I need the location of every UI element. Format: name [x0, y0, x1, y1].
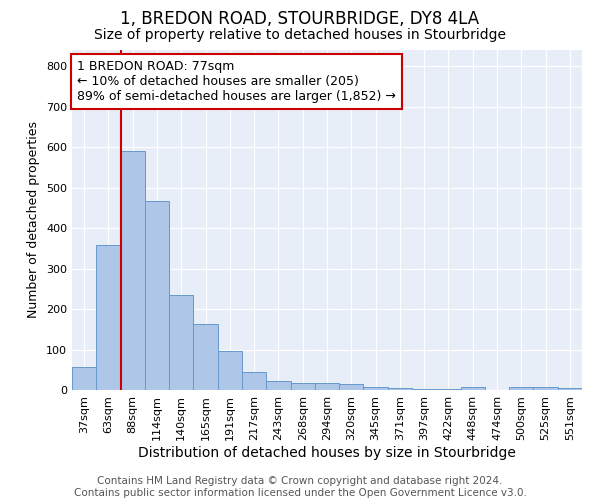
Bar: [266, 381, 290, 390]
Text: Size of property relative to detached houses in Stourbridge: Size of property relative to detached ho…: [94, 28, 506, 42]
Bar: [533, 387, 558, 390]
Text: 1, BREDON ROAD, STOURBRIDGE, DY8 4LA: 1, BREDON ROAD, STOURBRIDGE, DY8 4LA: [121, 10, 479, 28]
Bar: [412, 389, 436, 390]
Bar: [436, 389, 461, 390]
Bar: [121, 151, 145, 390]
Bar: [96, 246, 121, 390]
Bar: [388, 388, 412, 390]
Bar: [193, 324, 218, 390]
Bar: [364, 387, 388, 390]
Bar: [558, 388, 582, 390]
Text: 1 BREDON ROAD: 77sqm
← 10% of detached houses are smaller (205)
89% of semi-deta: 1 BREDON ROAD: 77sqm ← 10% of detached h…: [77, 60, 396, 103]
Bar: [218, 350, 242, 390]
Y-axis label: Number of detached properties: Number of detached properties: [28, 122, 40, 318]
Bar: [290, 382, 315, 390]
Bar: [509, 387, 533, 390]
Bar: [339, 384, 364, 390]
Bar: [145, 201, 169, 390]
Text: Contains HM Land Registry data © Crown copyright and database right 2024.
Contai: Contains HM Land Registry data © Crown c…: [74, 476, 526, 498]
Bar: [315, 382, 339, 390]
Bar: [461, 387, 485, 390]
Bar: [72, 367, 96, 390]
X-axis label: Distribution of detached houses by size in Stourbridge: Distribution of detached houses by size …: [138, 446, 516, 460]
Bar: [169, 295, 193, 390]
Bar: [242, 372, 266, 390]
